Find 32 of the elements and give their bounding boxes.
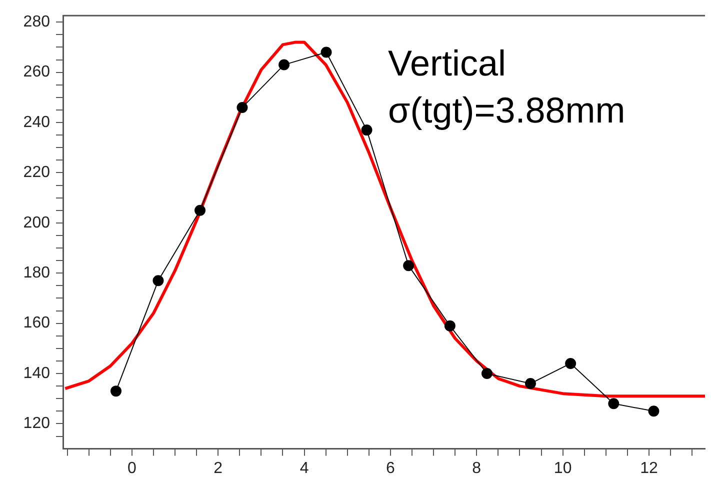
point: [565, 358, 576, 369]
point: [236, 102, 248, 113]
x-tick-label: 6: [386, 460, 396, 477]
point: [481, 368, 492, 380]
y-tick-label: 180: [23, 264, 50, 282]
point: [361, 124, 372, 136]
point: [444, 320, 456, 332]
y-tick-label: 240: [23, 114, 50, 131]
y-tick-label: 120: [23, 415, 50, 432]
y-tick-label: 260: [23, 64, 50, 81]
annotation: Vertical: [388, 42, 506, 84]
x-tick-label: 10: [554, 460, 572, 477]
point: [152, 275, 164, 286]
x-tick-label: 12: [640, 460, 658, 477]
point: [320, 46, 332, 58]
point: [403, 260, 414, 272]
annotation: σ(tgt)=3.88mm: [388, 90, 626, 131]
y-tick-label: 140: [23, 364, 50, 382]
x-tick-label: 2: [214, 460, 223, 477]
point: [648, 406, 660, 417]
x-tick-label: 0: [127, 460, 136, 477]
y-tick-label: 280: [23, 14, 50, 31]
point: [194, 204, 206, 216]
point: [608, 398, 620, 410]
point: [524, 378, 536, 390]
y-tick-label: 200: [23, 214, 50, 232]
point: [110, 386, 122, 397]
point: [278, 59, 290, 70]
y-tick-label: 220: [23, 164, 50, 182]
x-tick-label: 8: [472, 460, 482, 477]
y-tick-label: 160: [23, 314, 50, 332]
x-tick-label: 4: [300, 460, 309, 477]
